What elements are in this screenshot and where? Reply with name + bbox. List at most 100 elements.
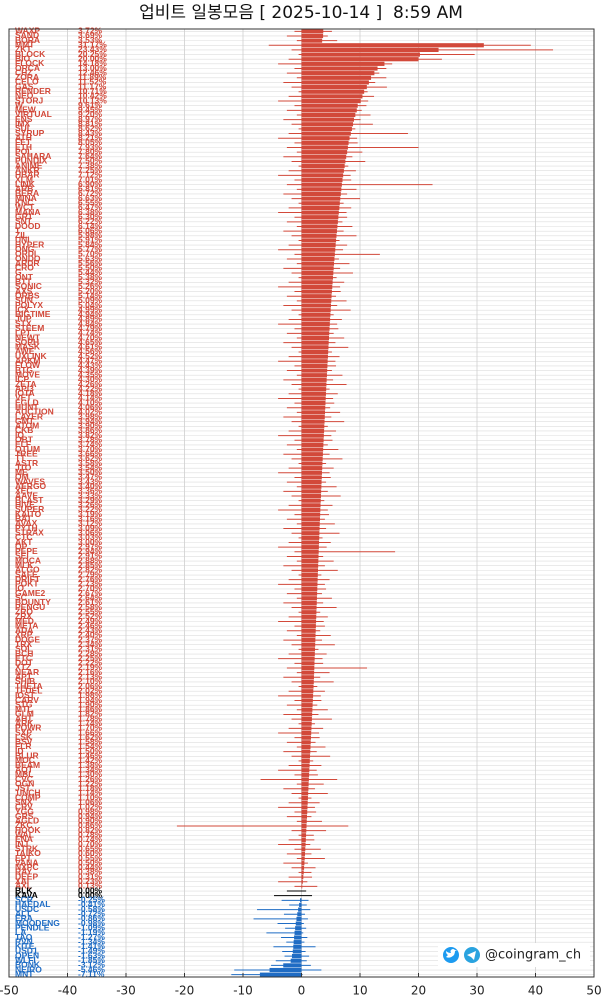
row-name: RAY <box>15 867 32 877</box>
row-value-label: 3.12% <box>78 518 103 528</box>
row-value-label: 0.50% <box>78 857 103 867</box>
row-name: MTL <box>15 704 32 714</box>
row-name: UNI <box>15 235 30 245</box>
row-value-label: 2.19% <box>78 662 103 672</box>
row-name: TRX <box>15 639 32 649</box>
row-value-label: 3.03% <box>78 532 103 542</box>
row-name: ARKM <box>15 356 41 366</box>
row-name: AVAX <box>15 518 38 528</box>
row-value-label: 3.58% <box>78 458 103 468</box>
row-value-label: 6.81% <box>78 184 103 194</box>
bar <box>301 145 348 150</box>
row-name: CRO <box>15 263 34 273</box>
row-value-label: 3.94% <box>78 416 103 426</box>
row-value-label: 5.84% <box>78 239 103 249</box>
row-value-label: 10.13% <box>78 95 107 105</box>
row-name: STRAX <box>15 527 44 537</box>
bar <box>301 387 327 392</box>
row-name: MASK <box>15 342 41 352</box>
row-value-label: 3.09% <box>78 523 103 533</box>
bar <box>301 874 304 880</box>
row-name: NEAR <box>15 667 39 677</box>
bar <box>301 847 306 852</box>
row-value-label: 3.40% <box>78 481 103 491</box>
row-value-label: 6.22% <box>78 216 103 226</box>
row-name: ONT <box>15 272 34 282</box>
row-value-label: 0.78% <box>78 830 103 840</box>
bar <box>301 340 329 345</box>
bar <box>301 182 342 187</box>
bar <box>301 71 375 76</box>
bar <box>301 549 319 554</box>
bar <box>295 921 302 926</box>
bar <box>301 47 439 53</box>
bar <box>301 479 322 485</box>
row-value-label: 2.79% <box>78 569 103 579</box>
bar <box>301 136 350 141</box>
row-name: KITE <box>15 941 35 951</box>
row-value-label: 0.00% <box>78 890 103 900</box>
bar <box>301 57 419 62</box>
row-name: SXP <box>15 727 32 737</box>
bar <box>301 772 310 777</box>
bar <box>301 786 309 791</box>
bar <box>300 898 302 903</box>
bar <box>301 298 332 303</box>
bar <box>301 703 313 708</box>
row-value-label: 12.46% <box>78 67 107 77</box>
row-value-label: 0.55% <box>78 853 103 863</box>
row-name: FLOW <box>15 360 41 370</box>
row-value-label: 7.64% <box>78 151 103 161</box>
bar <box>301 229 337 234</box>
bar <box>301 605 317 610</box>
bar <box>301 819 307 824</box>
row-name: ASTR <box>15 458 38 468</box>
row-value-label: 6.55% <box>78 198 103 208</box>
bar <box>301 126 352 132</box>
row-name: AUCTION <box>15 407 54 417</box>
row-name: RVN <box>15 936 33 946</box>
bar <box>301 177 343 183</box>
row-name: ANKR <box>15 165 40 175</box>
row-name: XEC <box>15 486 32 496</box>
bar <box>301 89 365 94</box>
row-value-label: -0.41% <box>78 899 105 909</box>
bar <box>259 972 302 977</box>
row-name: BONK <box>15 960 41 970</box>
row-name: MED <box>15 616 34 626</box>
row-value-label: 1.78% <box>78 713 103 723</box>
row-value-label: 2.85% <box>78 560 103 570</box>
row-name: THETA <box>15 681 43 691</box>
row-name: ORDI <box>15 249 36 259</box>
row-value-label: 3.90% <box>78 421 103 431</box>
bar <box>301 665 315 671</box>
row-value-label: 4.52% <box>78 351 103 361</box>
row-name: DRIFT <box>15 574 41 584</box>
row-name: IOST <box>15 690 36 700</box>
row-name: AXL <box>15 881 32 891</box>
row-name: CTC <box>15 532 32 542</box>
row-name: AGLD <box>15 816 39 826</box>
row-name: T <box>15 225 21 235</box>
bar <box>301 163 345 169</box>
bar <box>301 865 305 870</box>
row-value-label: -0.25% <box>78 895 105 905</box>
bar <box>283 963 302 968</box>
row-name: DOT <box>15 658 34 668</box>
bar <box>301 809 308 815</box>
bar <box>301 633 316 638</box>
row-name: GAME2 <box>15 588 46 598</box>
bar <box>301 545 319 550</box>
row-value-label: 0.00% <box>78 885 103 895</box>
row-value-label: 11.17% <box>78 81 107 91</box>
bar <box>301 507 321 513</box>
row-value-label: 2.76% <box>78 574 103 584</box>
bar <box>301 303 331 308</box>
row-value-label: 7.25% <box>78 165 103 175</box>
row-value-label: 11.52% <box>78 77 107 87</box>
row-name: AHT <box>15 713 33 723</box>
row-value-label: 6.72% <box>78 188 103 198</box>
bar <box>301 740 311 745</box>
bar <box>301 572 318 578</box>
bar <box>301 43 484 48</box>
